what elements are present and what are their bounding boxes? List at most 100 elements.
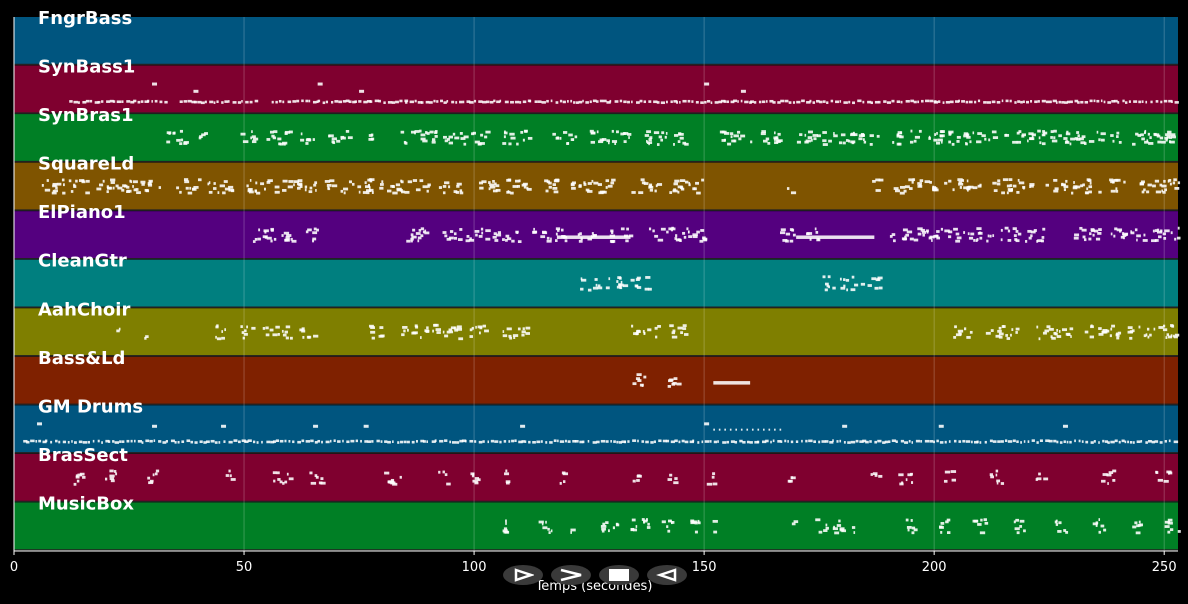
note bbox=[262, 327, 266, 330]
play-button[interactable] bbox=[503, 565, 543, 585]
note bbox=[995, 473, 998, 477]
note bbox=[1143, 233, 1146, 237]
note bbox=[833, 525, 835, 529]
note bbox=[795, 440, 799, 443]
forward-button[interactable] bbox=[551, 565, 591, 585]
note bbox=[366, 189, 372, 192]
note bbox=[470, 472, 475, 476]
note bbox=[1081, 135, 1086, 139]
note bbox=[997, 179, 1001, 183]
note bbox=[1031, 135, 1034, 139]
note bbox=[1007, 440, 1013, 443]
note bbox=[449, 440, 452, 444]
note bbox=[1012, 184, 1017, 188]
note bbox=[910, 99, 915, 103]
note bbox=[1095, 524, 1098, 527]
note bbox=[570, 531, 572, 534]
note bbox=[459, 228, 463, 231]
note bbox=[675, 238, 682, 242]
note bbox=[1162, 190, 1166, 194]
note bbox=[456, 182, 462, 186]
note bbox=[670, 440, 675, 444]
note bbox=[523, 129, 528, 133]
note bbox=[152, 82, 158, 86]
note bbox=[1054, 187, 1059, 191]
note bbox=[1080, 100, 1084, 104]
note bbox=[434, 439, 437, 442]
note bbox=[338, 100, 343, 104]
note bbox=[1061, 328, 1068, 332]
note bbox=[1071, 191, 1074, 195]
note bbox=[315, 189, 317, 192]
note bbox=[899, 185, 906, 189]
note bbox=[657, 238, 664, 242]
note bbox=[548, 181, 552, 185]
note bbox=[875, 178, 881, 182]
note bbox=[309, 186, 313, 190]
note bbox=[648, 138, 652, 142]
note bbox=[288, 130, 293, 134]
note bbox=[448, 141, 454, 145]
note bbox=[366, 191, 370, 195]
track-lanes bbox=[14, 17, 1178, 551]
note bbox=[313, 183, 317, 187]
note bbox=[1028, 236, 1032, 240]
note bbox=[459, 189, 463, 193]
note bbox=[975, 239, 978, 242]
note bbox=[920, 440, 923, 443]
note bbox=[587, 190, 593, 193]
note bbox=[854, 283, 859, 287]
note bbox=[206, 440, 210, 444]
note bbox=[917, 100, 920, 104]
note bbox=[935, 141, 941, 145]
note bbox=[357, 185, 362, 189]
note bbox=[645, 440, 649, 444]
note bbox=[614, 142, 617, 145]
note bbox=[671, 331, 676, 335]
note bbox=[908, 439, 911, 443]
note bbox=[121, 188, 125, 192]
note bbox=[647, 522, 650, 526]
note bbox=[504, 100, 509, 104]
note bbox=[669, 191, 673, 194]
note bbox=[503, 135, 506, 139]
note bbox=[291, 239, 297, 243]
note bbox=[869, 143, 873, 146]
note bbox=[270, 440, 275, 444]
note bbox=[696, 191, 701, 195]
note bbox=[878, 474, 883, 478]
note bbox=[957, 178, 963, 182]
sustained-note bbox=[796, 235, 875, 239]
note bbox=[845, 278, 850, 282]
note bbox=[482, 440, 485, 443]
note bbox=[494, 440, 499, 443]
note bbox=[1138, 523, 1142, 527]
rewind-button[interactable] bbox=[647, 565, 687, 585]
note bbox=[1063, 137, 1068, 140]
note bbox=[816, 238, 821, 242]
note bbox=[635, 377, 641, 381]
note bbox=[886, 101, 892, 104]
note bbox=[1076, 131, 1080, 134]
note bbox=[517, 184, 520, 188]
note bbox=[404, 190, 410, 194]
note bbox=[352, 182, 355, 186]
note bbox=[290, 237, 293, 241]
note bbox=[479, 186, 484, 190]
note bbox=[996, 481, 999, 485]
note bbox=[540, 235, 546, 239]
note bbox=[834, 531, 840, 535]
note bbox=[376, 439, 380, 443]
note bbox=[254, 189, 257, 193]
note bbox=[342, 439, 344, 443]
note bbox=[1122, 232, 1125, 235]
note bbox=[137, 440, 142, 443]
note bbox=[620, 132, 624, 136]
note bbox=[782, 239, 788, 242]
stop-button[interactable] bbox=[599, 565, 639, 585]
note bbox=[1093, 229, 1099, 233]
note bbox=[1069, 100, 1073, 104]
note bbox=[1041, 99, 1046, 103]
note bbox=[631, 324, 634, 328]
note bbox=[712, 472, 716, 476]
